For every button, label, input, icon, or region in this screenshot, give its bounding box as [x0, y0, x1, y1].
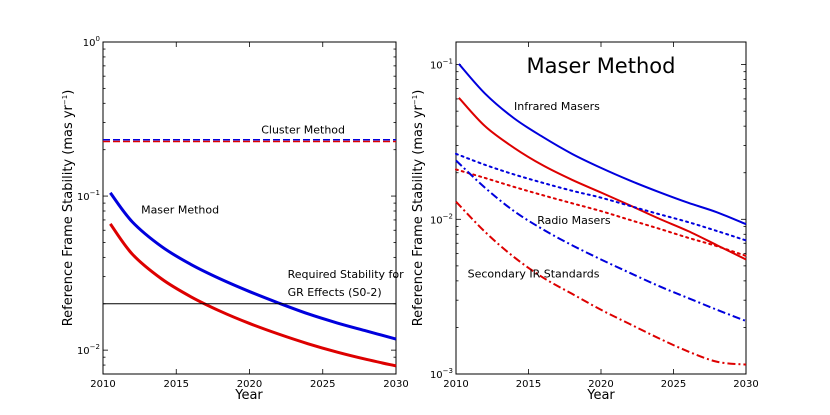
series-line-infrared-masers-blue: [458, 63, 747, 226]
x-tick-label: 2025: [310, 379, 335, 390]
y-tick-label: 10−2: [77, 343, 100, 357]
right-x-axis-label: Year: [586, 388, 615, 403]
x-tick-label: 2010: [443, 379, 468, 390]
left-y-axis-label: Reference Frame Stability (mas yr−1): [61, 90, 76, 327]
annotation: Radio Masers: [537, 214, 611, 227]
annotation: Maser Method: [141, 204, 219, 217]
right-chart-title: Maser Method: [527, 54, 676, 78]
x-tick-label: 2010: [90, 379, 115, 390]
series-line-radio-masers-red: [455, 168, 747, 257]
annotation: Infrared Masers: [514, 100, 600, 113]
y-tick-label: 100: [83, 35, 100, 49]
y-tick-label: 10−3: [430, 367, 453, 381]
x-tick-label: 2020: [588, 379, 613, 390]
annotation: Required Stability for: [288, 268, 405, 281]
annotation: Cluster Method: [261, 123, 345, 136]
right-chart-panel: 2010 2015 2020 2025 2030 10−1 10−2 10−3 Infrare…: [411, 41, 759, 403]
x-tick-label: 2025: [661, 379, 686, 390]
series-line-radio-masers-blue: [455, 152, 747, 242]
series-line-secondary-ir-standards-red: [455, 200, 747, 366]
x-tick-label: 2030: [733, 379, 758, 390]
series-line-infrared-masers-red: [458, 97, 747, 261]
left-ticks: 2010 2015 2020 2025 2030 100 10−1 10−2: [77, 35, 409, 390]
annotation: Secondary IR Standards: [468, 268, 600, 281]
annotation: GR Effects (S0-2): [288, 286, 382, 299]
left-chart-panel: 2010 2015 2020 2025 2030 100 10−1 10−2 Cluster …: [61, 35, 409, 403]
right-ticks: 2010 2015 2020 2025 2030 10−1 10−2 10−3: [430, 42, 759, 390]
y-tick-label: 10−1: [77, 189, 100, 203]
y-tick-label: 10−1: [430, 58, 453, 72]
left-series: [103, 139, 397, 368]
x-tick-label: 2030: [383, 379, 408, 390]
x-tick-label: 2015: [516, 379, 541, 390]
series-line-maser-method-red: [109, 222, 397, 368]
left-x-axis-label: Year: [234, 388, 263, 403]
right-y-axis-label: Reference Frame Stability (mas yr−1): [411, 90, 426, 327]
right-annotations: Infrared Masers Radio Masers Secondary IR …: [468, 100, 611, 281]
series-line-secondary-ir-standards-blue: [455, 159, 747, 322]
y-tick-label: 10−2: [430, 212, 453, 226]
x-tick-label: 2020: [237, 379, 262, 390]
x-tick-label: 2015: [164, 379, 189, 390]
right-series: [455, 63, 747, 366]
series-line-maser-method-blue: [109, 191, 397, 341]
left-annotations: Cluster Method Maser Method Required Stabi…: [141, 123, 404, 298]
